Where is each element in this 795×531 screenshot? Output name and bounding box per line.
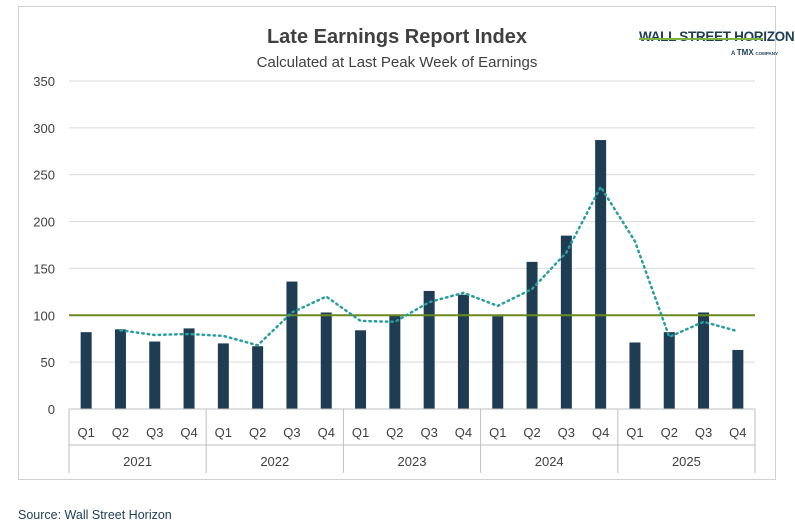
x-tick-label: Q4 — [318, 425, 335, 440]
x-tick-label: Q4 — [180, 425, 197, 440]
moving-average-line — [119, 184, 740, 347]
x-tick-label: Q1 — [352, 425, 369, 440]
x-tick-label: Q2 — [386, 425, 403, 440]
bar — [320, 312, 332, 409]
bar — [492, 316, 504, 409]
bar — [732, 349, 744, 409]
x-tick-label: Q1 — [489, 425, 506, 440]
bar — [286, 281, 298, 409]
logo-sub-company: COMPANY — [755, 51, 779, 56]
bar — [80, 332, 92, 409]
x-tick-label: Q1 — [626, 425, 643, 440]
logo-sub-a: A — [731, 51, 736, 57]
bar — [595, 140, 607, 410]
x-group-label: 2023 — [398, 454, 427, 469]
x-tick-label: Q3 — [695, 425, 712, 440]
y-tick-label: 100 — [33, 308, 55, 323]
y-tick-label: 350 — [33, 74, 55, 89]
x-tick-label: Q3 — [558, 425, 575, 440]
y-tick-label: 250 — [33, 168, 55, 183]
chart-svg: Late Earnings Report Index Calculated at… — [33, 26, 756, 473]
y-tick-label: 200 — [33, 215, 55, 230]
chart-subtitle: Calculated at Last Peak Week of Earnings — [257, 54, 538, 71]
x-tick-label: Q4 — [729, 425, 746, 440]
x-tick-label: Q1 — [215, 425, 232, 440]
x-tick-label: Q4 — [592, 425, 609, 440]
bar — [698, 312, 710, 409]
bar — [252, 346, 264, 409]
x-tick-label: Q2 — [523, 425, 540, 440]
x-tick-label: Q2 — [112, 425, 129, 440]
moving-average-series — [119, 184, 740, 347]
bar — [149, 341, 161, 409]
bar — [457, 294, 469, 409]
bar — [560, 235, 572, 409]
y-tick-label: 0 — [48, 402, 55, 417]
bar — [629, 342, 641, 409]
x-tick-label: Q3 — [420, 425, 437, 440]
x-axis: Q1 Q2 Q3 Q4 Q1 Q2 Q3 Q4 Q1 Q2 Q3 Q4 Q1 Q2 Q3 Q4 Q1 Q2 Q3 Q4… — [68, 408, 756, 473]
y-axis: 0 50 100 150 200 250 300 350 — [33, 74, 55, 417]
bar — [183, 328, 195, 409]
bar — [114, 329, 126, 409]
grid-lines — [69, 80, 755, 363]
chart-frame: Late Earnings Report Index Calculated at… — [18, 6, 795, 480]
bar — [663, 332, 675, 409]
bar — [217, 343, 229, 409]
x-tick-label: Q4 — [455, 425, 472, 440]
x-tick-label: Q2 — [661, 425, 678, 440]
chart-title: Late Earnings Report Index — [267, 26, 527, 48]
x-tick-label: Q3 — [146, 425, 163, 440]
x-tick-label: Q2 — [249, 425, 266, 440]
y-tick-label: 150 — [33, 261, 55, 276]
logo-sub-tmx: TMX — [736, 48, 754, 57]
logo-text: WALL STREET HORIZON — [639, 29, 795, 44]
bar — [423, 290, 435, 409]
bar-series — [80, 140, 744, 410]
bar — [389, 315, 401, 409]
x-tick-label: Q3 — [283, 425, 300, 440]
x-group-label: 2024 — [535, 454, 564, 469]
logo-subtitle: A TMX COMPANY — [731, 48, 778, 57]
x-group-label: 2021 — [123, 454, 152, 469]
wall-street-horizon-logo: WALL STREET HORIZON A TMX COMPANY — [639, 29, 795, 69]
logo-underline — [639, 38, 763, 40]
y-tick-label: 50 — [41, 355, 55, 370]
x-tick-label: Q1 — [77, 425, 94, 440]
x-group-label: 2022 — [260, 454, 289, 469]
x-group-label: 2025 — [672, 454, 701, 469]
y-tick-label: 300 — [33, 121, 55, 136]
bar — [355, 330, 367, 409]
source-note: Source: Wall Street Horizon — [18, 508, 172, 522]
bar — [526, 261, 538, 409]
